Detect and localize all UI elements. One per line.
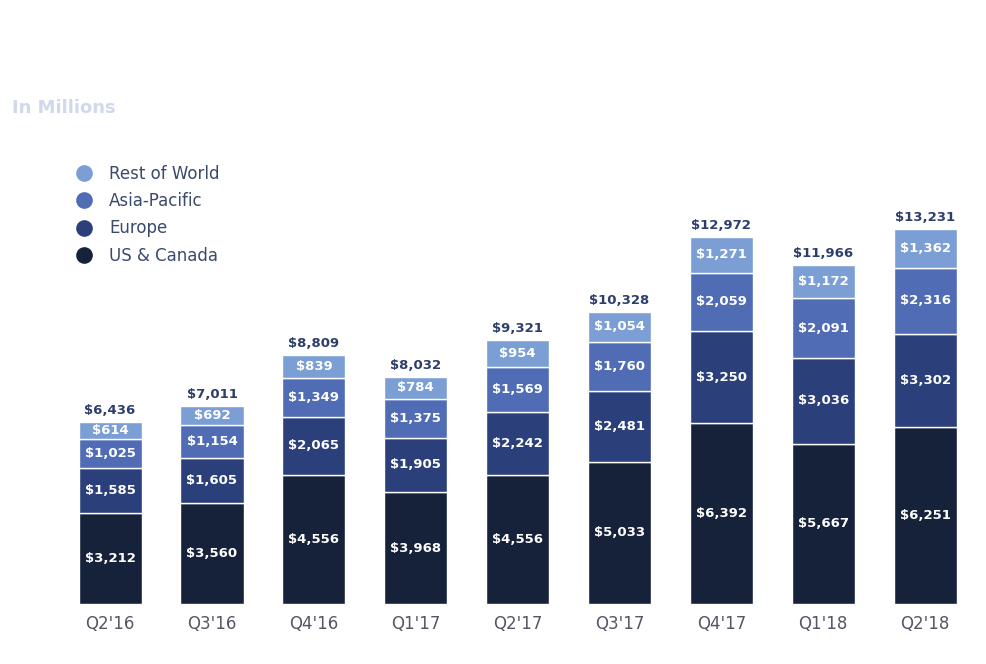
Text: $1,585: $1,585 [85,484,135,497]
Text: $3,968: $3,968 [390,542,442,554]
Bar [690,331,753,423]
Bar [893,268,956,333]
Text: $2,242: $2,242 [492,437,543,450]
Text: $6,251: $6,251 [900,509,951,522]
Bar [79,513,142,604]
Text: $614: $614 [92,424,128,437]
Text: $2,091: $2,091 [798,321,849,335]
Text: $954: $954 [499,347,536,361]
Text: $3,212: $3,212 [85,552,135,565]
Text: $1,154: $1,154 [186,435,238,448]
Bar [792,266,855,299]
Bar [792,444,855,604]
Bar [486,340,549,367]
Bar [690,237,753,273]
Text: $3,302: $3,302 [899,374,951,387]
Text: $1,375: $1,375 [390,412,441,425]
Text: $6,392: $6,392 [696,507,747,520]
Bar [180,503,244,604]
Text: $692: $692 [193,409,231,422]
Text: $2,065: $2,065 [288,440,339,452]
Text: $4,556: $4,556 [492,533,543,546]
Text: $13,231: $13,231 [895,211,955,224]
Bar [180,425,244,458]
Text: $12,972: $12,972 [691,218,751,232]
Bar [893,427,956,604]
Text: $9,321: $9,321 [492,322,543,335]
Bar [385,376,448,399]
Bar [792,299,855,358]
Bar [792,358,855,444]
Text: $8,032: $8,032 [390,359,442,372]
Text: $1,905: $1,905 [390,458,441,471]
Bar [79,440,142,468]
Text: $1,569: $1,569 [492,383,543,396]
Bar [588,341,651,391]
Text: $4,556: $4,556 [288,533,339,546]
Text: $3,036: $3,036 [798,394,849,407]
Text: $2,481: $2,481 [594,420,645,433]
Text: $1,760: $1,760 [594,360,645,373]
Text: $5,033: $5,033 [594,527,645,539]
Bar [486,412,549,475]
Text: In Millions: In Millions [12,99,115,117]
Text: $1,605: $1,605 [186,474,238,487]
Text: $839: $839 [296,360,332,373]
Text: $1,054: $1,054 [594,320,645,333]
Bar [282,475,345,604]
Bar [385,438,448,492]
Text: $2,059: $2,059 [696,295,746,309]
Bar [282,378,345,417]
Bar [588,311,651,341]
Text: $8,809: $8,809 [288,337,339,350]
Bar [588,391,651,461]
Text: $11,966: $11,966 [794,247,853,260]
Text: $7,011: $7,011 [186,388,238,400]
Text: $1,271: $1,271 [696,248,746,262]
Text: $784: $784 [397,381,434,394]
Text: $1,172: $1,172 [798,276,849,288]
Bar [486,475,549,604]
Bar [385,492,448,604]
Text: $3,560: $3,560 [186,547,238,560]
Bar [893,333,956,427]
Legend: Rest of World, Asia-Pacific, Europe, US & Canada: Rest of World, Asia-Pacific, Europe, US … [67,165,220,264]
Bar [690,273,753,331]
Bar [282,417,345,475]
Bar [385,399,448,438]
Bar [486,367,549,412]
Text: $3,250: $3,250 [696,371,747,384]
Text: $1,362: $1,362 [899,242,951,255]
Text: $5,667: $5,667 [798,517,849,531]
Bar [79,422,142,440]
Text: $1,025: $1,025 [85,448,135,460]
Text: $2,316: $2,316 [899,294,951,307]
Text: $6,436: $6,436 [85,404,136,417]
Bar [79,468,142,513]
Bar [282,355,345,378]
Text: Revenue by User Geography: Revenue by User Geography [12,29,856,80]
Bar [180,458,244,503]
Bar [180,406,244,425]
Text: $1,349: $1,349 [288,391,339,404]
Bar [690,423,753,604]
Bar [588,461,651,604]
Bar [893,230,956,268]
Text: $10,328: $10,328 [590,293,650,307]
